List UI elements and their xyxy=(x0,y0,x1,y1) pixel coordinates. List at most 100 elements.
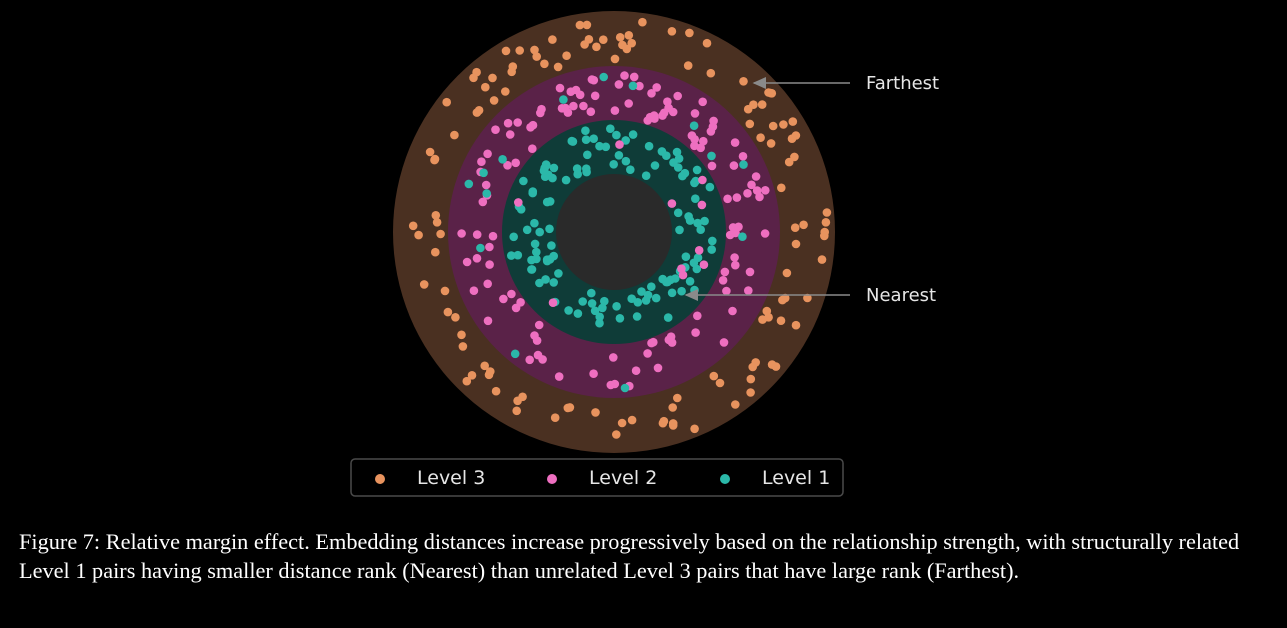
level-3-point xyxy=(553,62,563,72)
level-2-point xyxy=(620,71,629,80)
level-1-point xyxy=(663,313,673,322)
level-3-point xyxy=(612,430,621,439)
level-2-point xyxy=(610,106,620,115)
level-2-point xyxy=(472,230,482,239)
level-2-point xyxy=(698,97,707,107)
level-2-point xyxy=(667,199,677,208)
level-2-point xyxy=(673,91,682,101)
level-1-point xyxy=(599,72,608,82)
level-3-point xyxy=(474,106,484,115)
level-1-point xyxy=(522,225,532,235)
level-2-point xyxy=(457,229,466,238)
level-1-point xyxy=(612,302,621,311)
legend-marker-level-2 xyxy=(547,474,557,484)
level-1-point xyxy=(573,309,583,318)
level-1-point xyxy=(637,287,646,296)
level-2-point xyxy=(718,276,728,285)
level-3-point xyxy=(618,40,627,50)
level-3-point xyxy=(820,231,829,241)
level-2-point xyxy=(472,253,482,263)
level-2-point xyxy=(499,294,508,304)
level-3-point xyxy=(592,42,601,52)
level-3-point xyxy=(788,117,798,126)
level-2-point xyxy=(694,246,704,255)
level-3-point xyxy=(782,268,792,278)
level-1-point xyxy=(554,269,563,278)
level-3-point xyxy=(658,418,668,428)
level-2-point xyxy=(483,279,493,289)
level-1-point xyxy=(561,175,571,185)
level-2-point xyxy=(614,80,624,89)
level-1-point xyxy=(545,224,554,234)
level-1-point xyxy=(595,141,604,151)
level-1-point xyxy=(519,176,528,186)
level-1-point xyxy=(672,147,682,157)
figure-caption: Figure 7: Relative margin effect. Embedd… xyxy=(19,529,1240,583)
level-2-point xyxy=(643,349,652,358)
level-1-point xyxy=(578,297,587,306)
level-3-point xyxy=(467,371,477,380)
level-1-point xyxy=(530,239,540,249)
level-3-point xyxy=(442,97,452,107)
level-1-point xyxy=(628,81,638,91)
level-2-point xyxy=(697,200,707,210)
level-1-point xyxy=(609,160,618,169)
level-2-point xyxy=(743,189,752,198)
level-3-point xyxy=(431,247,440,257)
level-1-point xyxy=(681,252,691,261)
level-3-point xyxy=(784,157,794,167)
level-2-point xyxy=(723,194,732,204)
level-1-point xyxy=(600,296,609,306)
level-3-point xyxy=(481,82,490,92)
level-1-point xyxy=(589,134,598,143)
level-1-point xyxy=(628,130,638,139)
level-2-point xyxy=(647,89,656,98)
level-3-point xyxy=(685,28,694,38)
level-2-point xyxy=(537,104,546,114)
level-3-point xyxy=(615,33,625,42)
level-3-point xyxy=(790,223,800,232)
level-1-point xyxy=(582,167,591,177)
level-1-point xyxy=(540,163,549,173)
level-2-point xyxy=(730,253,739,262)
level-1-point xyxy=(547,241,556,250)
level-3-point xyxy=(667,27,677,36)
level-3-point xyxy=(668,419,678,428)
level-2-point xyxy=(554,372,564,381)
level-1-point xyxy=(595,318,604,328)
level-3-point xyxy=(431,211,441,220)
level-2-point xyxy=(730,138,740,147)
level-2-point xyxy=(483,149,492,159)
level-1-point xyxy=(621,136,630,145)
level-2-point xyxy=(731,260,740,270)
level-2-point xyxy=(722,286,731,296)
level-1-point xyxy=(707,245,716,254)
level-3-point xyxy=(779,120,788,129)
level-2-point xyxy=(643,116,652,125)
level-2-point xyxy=(744,286,753,295)
level-1-point xyxy=(528,188,537,198)
level-2-point xyxy=(485,242,494,252)
level-3-point xyxy=(599,35,608,44)
level-1-point xyxy=(587,299,597,308)
level-2-point xyxy=(635,81,644,91)
level-2-point xyxy=(538,355,547,364)
level-3-point xyxy=(518,392,527,402)
level-2-point xyxy=(719,338,729,347)
level-2-point xyxy=(624,99,633,108)
level-3-point xyxy=(776,316,786,326)
level-2-point xyxy=(534,320,544,330)
level-2-point xyxy=(481,180,491,190)
level-2-point xyxy=(563,108,573,117)
level-1-point xyxy=(614,151,624,160)
level-1-point xyxy=(541,275,550,284)
level-2-point xyxy=(708,122,718,131)
level-3-point xyxy=(617,418,627,428)
level-1-point xyxy=(612,130,621,140)
level-1-point xyxy=(527,255,536,265)
level-1-point xyxy=(667,288,677,298)
level-2-point xyxy=(653,363,663,373)
level-1-point xyxy=(644,141,654,151)
level-1-point xyxy=(647,282,656,292)
level-1-point xyxy=(549,163,559,173)
